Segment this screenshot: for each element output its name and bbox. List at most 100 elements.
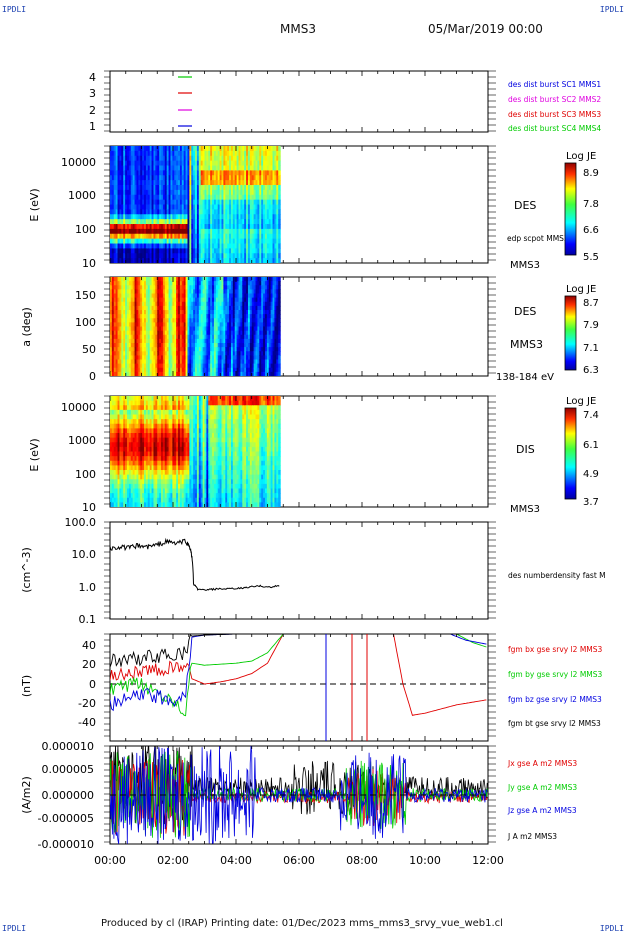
spectrogram-cell — [264, 219, 268, 225]
spectrogram-cell — [223, 160, 226, 167]
spectrogram-cell — [179, 180, 183, 186]
spectrogram-cell — [138, 238, 141, 245]
spectrogram-cell — [138, 371, 141, 376]
spectrogram-cell — [238, 293, 242, 299]
spectrogram-cell — [232, 281, 236, 286]
spectrogram-cell — [136, 281, 139, 286]
spectrogram-cell — [161, 170, 164, 176]
spectrogram-cell — [193, 189, 196, 196]
spectrogram-cell — [210, 180, 213, 186]
spectrogram-cell — [113, 214, 117, 220]
spectrogram-cell — [110, 363, 113, 369]
spectrogram-cell — [230, 343, 234, 348]
spectrogram-cell — [174, 224, 177, 230]
spectrogram-cell — [187, 363, 190, 369]
spectrogram-cell — [215, 180, 219, 186]
spectrogram-cell — [206, 150, 209, 157]
spectrogram-cell — [217, 175, 221, 181]
spectrogram-cell — [242, 326, 245, 332]
spectrogram-cell — [206, 253, 209, 259]
spectrogram-cell — [257, 334, 260, 340]
spectrogram-cell — [212, 243, 215, 249]
spectrogram-cell — [206, 219, 209, 225]
spectrogram-cell — [138, 160, 141, 167]
spectrogram-cell — [240, 371, 243, 376]
spectrogram-cell — [270, 297, 274, 303]
spectrogram-cell — [125, 224, 128, 230]
spectrogram-cell — [153, 318, 156, 323]
spectrogram-cell — [144, 253, 147, 259]
spectrogram-cell — [232, 209, 236, 215]
spectrogram-cell — [223, 347, 226, 352]
spectrogram-cell — [153, 289, 156, 295]
corner-label-top-right: IPDLI — [599, 5, 624, 14]
spectrogram-cell — [127, 285, 130, 290]
spectrogram-cell — [128, 224, 132, 230]
spectrogram-cell — [213, 334, 217, 340]
spectrogram-cell — [219, 185, 223, 191]
spectrogram-cell — [264, 359, 268, 365]
spectrogram-cell — [161, 289, 164, 295]
spectrogram-cell — [149, 400, 153, 406]
spectrogram-cell — [208, 214, 211, 220]
spectrogram-cell — [212, 165, 215, 171]
spectrogram-cell — [274, 185, 277, 191]
spectrogram-cell — [121, 465, 124, 471]
spectrogram-cell — [181, 238, 185, 245]
p1-legend-sc3: des dist burst SC3 MMS3 — [508, 110, 601, 119]
spectrogram-cell — [123, 150, 126, 157]
spectrogram-cell — [144, 224, 147, 230]
spectrogram-cell — [208, 338, 211, 344]
spectrogram-cell — [230, 150, 234, 157]
spectrogram-cell — [125, 243, 128, 249]
spectrogram-cell — [115, 465, 119, 471]
spectrogram-cell — [251, 371, 255, 376]
spectrogram-cell — [140, 433, 143, 439]
spectrogram-cell — [278, 185, 281, 191]
spectrogram-cell — [121, 396, 124, 402]
spectrogram-cell — [127, 363, 130, 369]
spectrogram-cell — [244, 334, 247, 340]
spectrogram-cell — [138, 343, 141, 348]
spectrogram-cell — [212, 338, 215, 344]
spectrogram-cell — [142, 314, 145, 319]
spectrogram-cell — [176, 219, 179, 225]
spectrogram-cell — [132, 363, 136, 369]
spectrogram-cell — [183, 343, 187, 348]
spectrogram-cell — [221, 224, 224, 230]
spectrogram-cell — [125, 355, 128, 361]
spectrogram-cell — [238, 330, 242, 336]
spectrogram-cell — [172, 297, 175, 303]
spectrogram-cell — [134, 433, 138, 439]
spectrogram-cell — [147, 224, 151, 230]
spectrogram-cell — [195, 367, 198, 373]
spectrogram-cell — [174, 214, 177, 220]
spectrogram-cell — [200, 355, 204, 361]
spectrogram-cell — [257, 347, 260, 352]
spectrogram-cell — [149, 474, 153, 480]
spectrogram-cell — [178, 204, 181, 210]
spectrogram-cell — [123, 233, 126, 240]
spectrogram-cell — [206, 185, 209, 191]
spectrogram-cell — [110, 318, 113, 323]
spectrogram-cell — [117, 338, 121, 344]
spectrogram-cell — [134, 209, 138, 215]
p2-ytick: 10 — [82, 257, 96, 270]
spectrogram-cell — [217, 165, 221, 171]
spectrogram-cell — [257, 224, 260, 230]
spectrogram-cell — [164, 367, 168, 373]
spectrogram-cell — [164, 322, 168, 328]
spectrogram-cell — [162, 371, 166, 376]
spectrogram-cell — [264, 233, 268, 240]
spectrogram-cell — [276, 233, 279, 240]
spectrogram-cell — [153, 219, 156, 225]
spectrogram-cell — [176, 277, 179, 282]
spectrogram-cell — [121, 204, 124, 210]
spectrogram-cell — [119, 305, 122, 311]
spectrogram-cell — [268, 189, 272, 196]
spectrogram-cell — [215, 285, 219, 290]
spectrogram-cell — [270, 175, 274, 181]
spectrogram-cell — [215, 214, 219, 220]
spectrogram-cell — [234, 351, 238, 356]
spectrogram-cell — [187, 165, 190, 171]
